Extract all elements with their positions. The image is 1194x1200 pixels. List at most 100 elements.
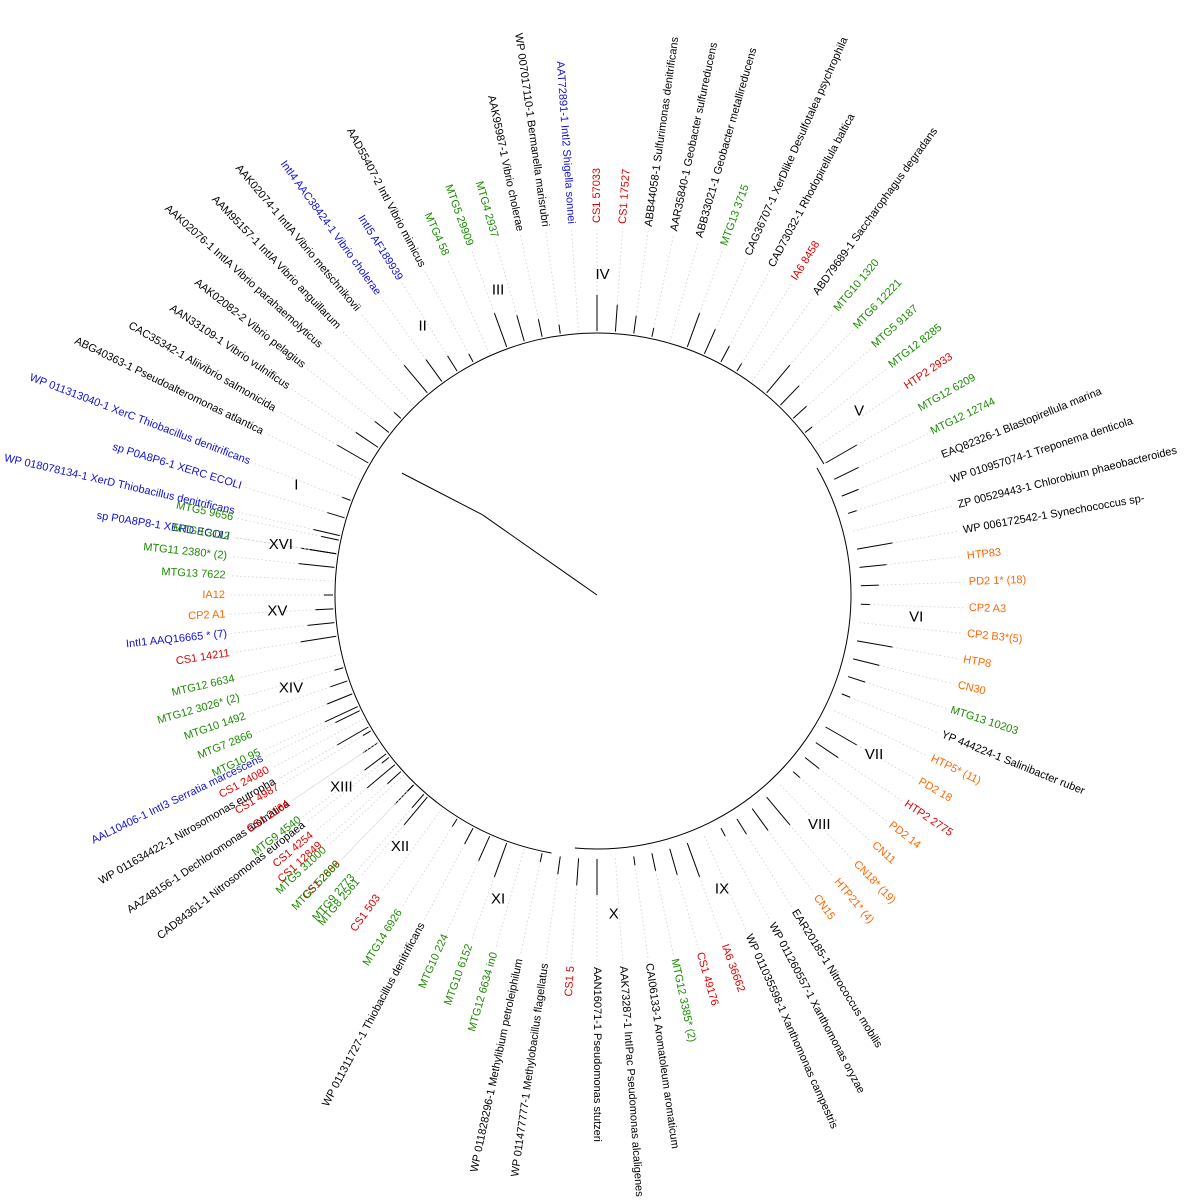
leaf-guide — [520, 234, 539, 320]
leaf-label: PD2 1* (18) — [969, 574, 1027, 588]
leaf-branch — [451, 818, 458, 827]
leaf-guide — [255, 703, 328, 734]
clade-label: V — [854, 402, 864, 419]
leaf-branch — [856, 542, 893, 550]
leaf-guide — [495, 848, 525, 949]
leaf-guide — [789, 824, 834, 878]
leaf-branch — [614, 304, 618, 332]
leaf-branch — [309, 548, 337, 555]
leaf-guide — [615, 858, 624, 963]
leaf-guide — [818, 768, 888, 822]
leaf-label: IA6 36662 — [719, 943, 747, 994]
leaf-branch — [686, 312, 701, 348]
leaf-branch — [766, 364, 791, 394]
leaf-branch — [825, 726, 858, 746]
leaf-branch — [464, 827, 474, 845]
leaf-branch — [366, 764, 396, 789]
leaf-guide — [238, 653, 340, 679]
leaf-branch — [336, 726, 369, 746]
leaf-guide — [789, 312, 834, 366]
leaf-branch — [633, 315, 637, 334]
leaf-branch — [300, 635, 337, 643]
leaf-guide — [446, 258, 490, 354]
leaf-label: HTP83 — [966, 546, 1001, 562]
clade-label: XV — [267, 603, 287, 620]
leaf-guide — [470, 876, 495, 941]
leaf-branch — [841, 693, 851, 698]
clade-label: XIV — [279, 680, 303, 697]
leaf-guide — [266, 722, 336, 757]
leaf-guide — [865, 681, 948, 710]
leaf-branch — [327, 512, 345, 519]
leaf-guide — [892, 646, 960, 660]
leaf-branch — [334, 667, 344, 671]
leaf-guide — [849, 696, 939, 734]
leaf-branch — [341, 496, 351, 501]
leaf-guide — [751, 297, 814, 382]
leaf-branch — [834, 466, 859, 480]
leaf-guide — [699, 876, 724, 941]
leaf-guide — [263, 721, 326, 751]
leaf-label: MTG5 29909 — [442, 183, 475, 247]
leaf-label: YP 444224-1 Salinibacter ruber — [940, 729, 1087, 798]
leaf-guide — [811, 368, 888, 428]
leaf-branch — [298, 563, 335, 568]
leaf-guide — [495, 241, 518, 316]
leaf-branch — [860, 584, 879, 587]
leaf-guide — [323, 348, 395, 413]
clade-label: II — [419, 318, 427, 335]
leaf-guide — [699, 249, 724, 314]
leaf-guide — [314, 787, 368, 832]
root-branch — [401, 472, 483, 516]
leaf-guide — [856, 744, 916, 780]
leaf-label: CS1 57033 — [591, 168, 603, 223]
leaf-branch — [321, 535, 339, 541]
leaf-guide — [341, 330, 414, 406]
leaf-guide — [278, 744, 338, 780]
leaf-guide — [714, 258, 748, 330]
leaf-guide — [834, 710, 928, 757]
leaf-label: IA12 — [202, 589, 225, 601]
leaf-guide — [236, 518, 322, 537]
leaf-branch — [720, 827, 726, 837]
leaf-label: MTG8 3112 — [172, 522, 230, 543]
leaf-branch — [387, 771, 402, 785]
leaf-label: AAK73287-1 IntIPac Pseudomonas alcaligen… — [617, 966, 645, 1198]
leaf-guide — [306, 368, 376, 422]
leaf-branch — [307, 622, 335, 626]
leaf-branch — [853, 658, 880, 666]
clade-label: III — [492, 282, 505, 299]
leaf-branch — [403, 796, 428, 826]
leaf-guide — [271, 718, 365, 769]
leaf-guide-lines — [229, 227, 965, 963]
leaf-guide — [878, 581, 965, 586]
leaf-guide — [741, 282, 793, 364]
leaf-branch — [374, 420, 390, 433]
leaf-label: MTG10 6152 — [442, 943, 475, 1007]
leaf-guide — [780, 784, 853, 860]
clade-label: VI — [909, 608, 923, 625]
leaf-branch — [539, 853, 543, 863]
leaf-guide — [341, 804, 396, 860]
clade-label: IV — [596, 266, 610, 283]
leaf-label: MTG12 3385* (2) — [669, 958, 698, 1044]
clade-label: I — [294, 477, 298, 494]
leaf-guide — [302, 769, 365, 817]
leaf-branch — [364, 753, 387, 771]
leaf-label: PD2 18 — [916, 776, 954, 805]
leaf-branch — [478, 835, 491, 862]
leaf-branch — [651, 327, 655, 337]
leaf-label: MTG13 3715 — [718, 183, 751, 247]
leaf-branch — [792, 771, 801, 779]
leaf-label: CS1 14211 — [175, 647, 230, 667]
leaf-guide — [423, 843, 465, 921]
leaf-branch — [847, 676, 866, 683]
leaf-guide — [545, 874, 559, 960]
leaf-label: CP2 A3 — [969, 602, 1007, 615]
leaf-guide — [729, 269, 771, 347]
leaf-branch — [327, 693, 353, 705]
leaf-guide — [815, 388, 903, 448]
leaf-guide — [704, 836, 748, 932]
leaf-label: MTG13 7622 — [161, 566, 226, 581]
